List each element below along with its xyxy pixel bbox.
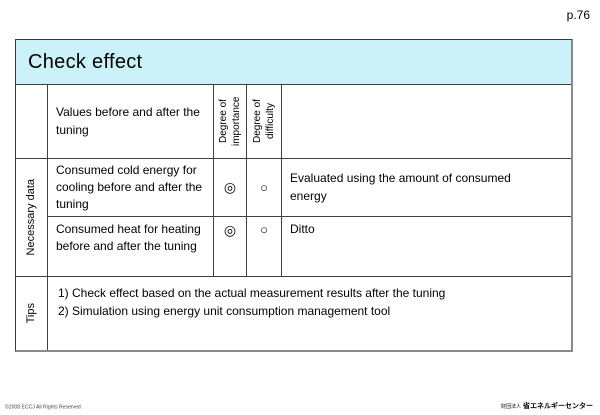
difficulty-mark-row2: ○: [247, 217, 282, 277]
org-logo: 財団法人 省エネルギーセンター: [501, 401, 593, 411]
description-row1-text: Consumed cold energy for cooling before …: [56, 162, 203, 212]
column-header-remarks: [282, 85, 571, 159]
evaluation-row2-text: Ditto: [290, 222, 315, 236]
row-group-label: Necessary data: [25, 179, 38, 256]
tips-content-cell: 1) Check effect based on the actual meas…: [48, 277, 571, 350]
tips-line-2: 2) Simulation using energy unit consumpt…: [58, 304, 391, 318]
page-number: p.76: [566, 8, 590, 22]
column-header-values: Values before and after the tuning: [48, 85, 214, 159]
table-cell-description-row2: Consumed heat for heating before and aft…: [48, 217, 214, 277]
table-cell-evaluation-row1: Evaluated using the amount of consumed e…: [282, 159, 571, 217]
column-header-importance-label: Degree of importance: [218, 96, 242, 147]
evaluation-row1-text: Evaluated using the amount of consumed e…: [290, 171, 511, 203]
column-header-difficulty: Degree of difficulty: [247, 85, 282, 159]
slide-title: Check effect: [28, 50, 143, 73]
table-corner-cell: [16, 85, 48, 159]
description-row2-text: Consumed heat for heating before and aft…: [56, 222, 201, 254]
table-cell-description-row1: Consumed cold energy for cooling before …: [48, 159, 214, 217]
importance-mark-row2: ◎: [214, 217, 247, 277]
importance-mark-row1: ◎: [214, 159, 247, 217]
org-name-text: 省エネルギーセンター: [523, 403, 593, 410]
org-prefix-text: 財団法人: [500, 404, 521, 410]
column-header-values-label: Values before and after the tuning: [56, 105, 200, 137]
column-header-difficulty-label: Degree of difficulty: [252, 99, 276, 144]
tips-line-1: 1) Check effect based on the actual meas…: [58, 286, 446, 300]
row-group-necessary-data: Necessary data: [16, 159, 48, 277]
copyright-text: ©2008 ECCJ All Rights Reserved: [5, 404, 81, 410]
slide-title-bar: Check effect: [16, 40, 571, 85]
tips-label: Tips: [25, 303, 38, 324]
column-header-importance: Degree of importance: [214, 85, 247, 159]
slide-content-box: Check effect Values before and after the…: [15, 39, 573, 352]
row-group-tips: Tips: [16, 277, 48, 350]
effect-table: Values before and after the tuning Degre…: [16, 85, 571, 350]
table-cell-evaluation-row2: Ditto: [282, 217, 571, 277]
difficulty-mark-row1: ○: [247, 159, 282, 217]
